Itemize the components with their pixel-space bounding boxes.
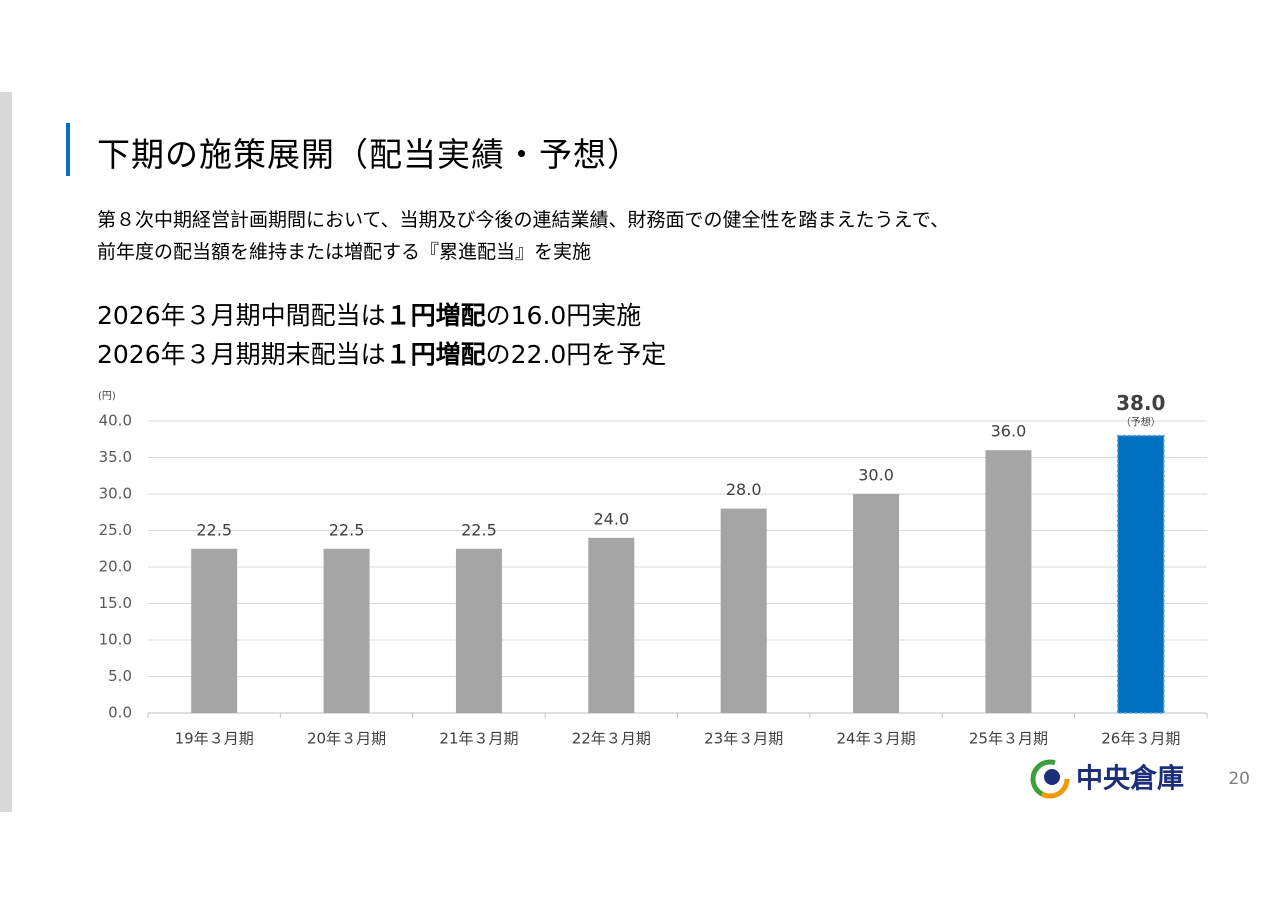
value-label: 24.0 (594, 509, 630, 528)
bar (323, 548, 370, 713)
y-tick-label: 15.0 (99, 594, 132, 612)
value-label: 28.0 (726, 480, 762, 499)
value-label: 22.5 (196, 520, 232, 539)
value-label: 22.5 (461, 520, 497, 539)
value-label: 22.5 (329, 520, 365, 539)
side-bar (0, 92, 12, 812)
bar (1117, 434, 1165, 714)
logo-core (1044, 769, 1060, 785)
bar (588, 537, 635, 713)
y-tick-label: 30.0 (99, 485, 132, 503)
y-unit: (円) (98, 391, 116, 402)
logo-ring (1030, 759, 1070, 799)
x-tick-label: 24年３月期 (837, 730, 916, 748)
title-accent (66, 123, 70, 176)
value-label: 36.0 (991, 422, 1027, 441)
x-tick-label: 19年３月期 (175, 730, 254, 748)
bar (853, 494, 900, 713)
x-tick-label: 26年３月期 (1101, 730, 1180, 748)
text: の16.0円実施 (485, 301, 642, 330)
x-tick-label: 22年３月期 (572, 730, 651, 748)
bar (720, 508, 767, 713)
y-tick-label: 20.0 (99, 558, 132, 576)
emphasis: １円増配 (385, 301, 486, 330)
x-tick-label: 20年３月期 (307, 730, 386, 748)
y-tick-label: 10.0 (99, 631, 132, 649)
value-label: 38.0 (1116, 391, 1165, 415)
logo-ring (1030, 759, 1070, 799)
text: 2026年３月期中間配当は (97, 301, 386, 330)
forecast-note: （予想） (1121, 416, 1161, 429)
value-label: 30.0 (858, 466, 894, 485)
x-tick-label: 23年３月期 (704, 730, 783, 748)
x-tick-label: 21年３月期 (439, 730, 518, 748)
logo-icon (1030, 759, 1070, 799)
text: 2026年３月期期末配当は (97, 340, 386, 369)
y-tick-label: 40.0 (99, 412, 132, 430)
bar (985, 450, 1032, 713)
y-tick-label: 25.0 (99, 521, 132, 539)
body-text: 第８次中期経営計画期間において、当期及び今後の連結業績、財務面での健全性を踏まえ… (97, 209, 950, 231)
bar (191, 548, 238, 713)
highlight-line: 2026年３月期期末配当は１円増配の22.0円を予定 (97, 335, 666, 371)
x-tick-label: 25年３月期 (969, 730, 1048, 748)
y-tick-label: 0.0 (108, 704, 132, 722)
y-tick-label: 35.0 (99, 448, 132, 466)
emphasis: １円増配 (385, 340, 486, 369)
slide-title: 下期の施策展開（配当実績・予想） (97, 135, 641, 174)
page-number: 20 (1228, 769, 1250, 789)
highlight-line: 2026年３月期中間配当は１円増配の16.0円実施 (97, 296, 641, 332)
text: の22.0円を予定 (485, 340, 667, 369)
logo-text: 中央倉庫 (1076, 763, 1184, 795)
y-tick-label: 5.0 (108, 667, 132, 685)
bar (455, 548, 502, 713)
body-text: 前年度の配当額を維持または増配する『累進配当』を実施 (97, 241, 592, 263)
